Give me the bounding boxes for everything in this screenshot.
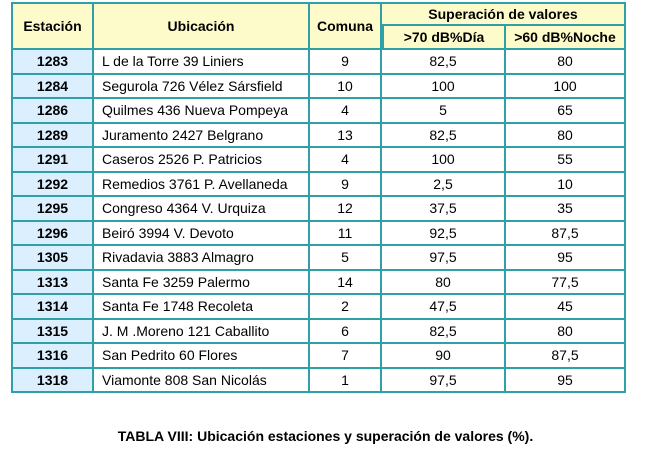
cell-estacion: 1316: [11, 344, 94, 369]
cell-estacion: 1305: [11, 246, 94, 271]
cell-ubicacion: Rivadavia 3883 Almagro: [94, 246, 310, 271]
cell-estacion: 1286: [11, 99, 94, 124]
cell-dia: 47,5: [382, 295, 506, 320]
cell-noche: 80: [506, 319, 626, 344]
cell-ubicacion: Viamonte 808 San Nicolás: [94, 368, 310, 393]
cell-estacion: 1296: [11, 221, 94, 246]
header-dia: >70 dB%Día: [382, 26, 506, 50]
cell-noche: 80: [506, 50, 626, 75]
cell-ubicacion: Santa Fe 1748 Recoleta: [94, 295, 310, 320]
cell-comuna: 4: [310, 148, 382, 173]
cell-noche: 77,5: [506, 270, 626, 295]
subheader-row: >70 dB%Día >60 dB%Noche: [11, 26, 626, 50]
cell-comuna: 4: [310, 99, 382, 124]
table-row: 1313 Santa Fe 3259 Palermo 14 80 77,5: [11, 270, 626, 295]
cell-ubicacion: Remedios 3761 P. Avellaneda: [94, 172, 310, 197]
cell-noche: 65: [506, 99, 626, 124]
cell-dia: 92,5: [382, 221, 506, 246]
cell-dia: 5: [382, 99, 506, 124]
table-row: 1315 J. M .Moreno 121 Caballito 6 82,5 80: [11, 319, 626, 344]
header-superacion: Superación de valores: [382, 2, 626, 26]
header-noche: >60 dB%Noche: [506, 26, 626, 50]
cell-ubicacion: Juramento 2427 Belgrano: [94, 123, 310, 148]
header-ubicacion: Ubicación: [94, 2, 310, 50]
cell-ubicacion: Quilmes 436 Nueva Pompeya: [94, 99, 310, 124]
table-row: 1314 Santa Fe 1748 Recoleta 2 47,5 45: [11, 295, 626, 320]
cell-comuna: 9: [310, 172, 382, 197]
cell-comuna: 6: [310, 319, 382, 344]
cell-estacion: 1313: [11, 270, 94, 295]
cell-comuna: 9: [310, 50, 382, 75]
cell-ubicacion: Congreso 4364 V. Urquiza: [94, 197, 310, 222]
table-row: 1284 Segurola 726 Vélez Sársfield 10 100 100: [11, 74, 626, 99]
cell-ubicacion: San Pedrito 60 Flores: [94, 344, 310, 369]
table-row: 1318 Viamonte 808 San Nicolás 1 97,5 95: [11, 368, 626, 393]
cell-noche: 95: [506, 246, 626, 271]
cell-dia: 80: [382, 270, 506, 295]
table-row: 1291 Caseros 2526 P. Patricios 4 100 55: [11, 148, 626, 173]
table-row: 1296 Beiró 3994 V. Devoto 11 92,5 87,5: [11, 221, 626, 246]
cell-noche: 10: [506, 172, 626, 197]
cell-dia: 82,5: [382, 319, 506, 344]
data-table-container: Estación Ubicación Comuna Superación de …: [11, 2, 626, 393]
cell-dia: 82,5: [382, 123, 506, 148]
table-caption: TABLA VIII: Ubicación estaciones y super…: [117, 428, 534, 444]
cell-noche: 95: [506, 368, 626, 393]
cell-estacion: 1318: [11, 368, 94, 393]
table-row: 1286 Quilmes 436 Nueva Pompeya 4 5 65: [11, 99, 626, 124]
header-row: Estación Ubicación Comuna Superación de …: [11, 2, 626, 50]
table-row: 1305 Rivadavia 3883 Almagro 5 97,5 95: [11, 246, 626, 271]
cell-comuna: 11: [310, 221, 382, 246]
cell-estacion: 1292: [11, 172, 94, 197]
cell-comuna: 14: [310, 270, 382, 295]
cell-noche: 35: [506, 197, 626, 222]
cell-ubicacion: Segurola 726 Vélez Sársfield: [94, 74, 310, 99]
cell-estacion: 1295: [11, 197, 94, 222]
cell-comuna: 10: [310, 74, 382, 99]
cell-dia: 97,5: [382, 246, 506, 271]
cell-dia: 37,5: [382, 197, 506, 222]
cell-noche: 87,5: [506, 344, 626, 369]
cell-comuna: 2: [310, 295, 382, 320]
cell-estacion: 1314: [11, 295, 94, 320]
table-row: 1316 San Pedrito 60 Flores 7 90 87,5: [11, 344, 626, 369]
stations-table: Estación Ubicación Comuna Superación de …: [11, 2, 626, 393]
table-row: 1289 Juramento 2427 Belgrano 13 82,5 80: [11, 123, 626, 148]
cell-ubicacion: Santa Fe 3259 Palermo: [94, 270, 310, 295]
cell-dia: 100: [382, 148, 506, 173]
cell-estacion: 1315: [11, 319, 94, 344]
cell-ubicacion: J. M .Moreno 121 Caballito: [94, 319, 310, 344]
cell-dia: 97,5: [382, 368, 506, 393]
header-estacion: Estación: [11, 2, 94, 50]
cell-dia: 82,5: [382, 50, 506, 75]
cell-ubicacion: L de la Torre 39 Liniers: [94, 50, 310, 75]
cell-dia: 100: [382, 74, 506, 99]
cell-comuna: 5: [310, 246, 382, 271]
cell-estacion: 1291: [11, 148, 94, 173]
cell-estacion: 1284: [11, 74, 94, 99]
cell-dia: 90: [382, 344, 506, 369]
table-row: 1295 Congreso 4364 V. Urquiza 12 37,5 35: [11, 197, 626, 222]
cell-noche: 80: [506, 123, 626, 148]
cell-comuna: 12: [310, 197, 382, 222]
cell-noche: 100: [506, 74, 626, 99]
header-comuna: Comuna: [310, 2, 382, 50]
cell-noche: 55: [506, 148, 626, 173]
cell-ubicacion: Beiró 3994 V. Devoto: [94, 221, 310, 246]
cell-estacion: 1283: [11, 50, 94, 75]
cell-estacion: 1289: [11, 123, 94, 148]
table-row: 1283 L de la Torre 39 Liniers 9 82,5 80: [11, 50, 626, 75]
cell-ubicacion: Caseros 2526 P. Patricios: [94, 148, 310, 173]
cell-comuna: 1: [310, 368, 382, 393]
cell-comuna: 13: [310, 123, 382, 148]
cell-noche: 45: [506, 295, 626, 320]
cell-dia: 2,5: [382, 172, 506, 197]
cell-comuna: 7: [310, 344, 382, 369]
cell-noche: 87,5: [506, 221, 626, 246]
table-row: 1292 Remedios 3761 P. Avellaneda 9 2,5 10: [11, 172, 626, 197]
